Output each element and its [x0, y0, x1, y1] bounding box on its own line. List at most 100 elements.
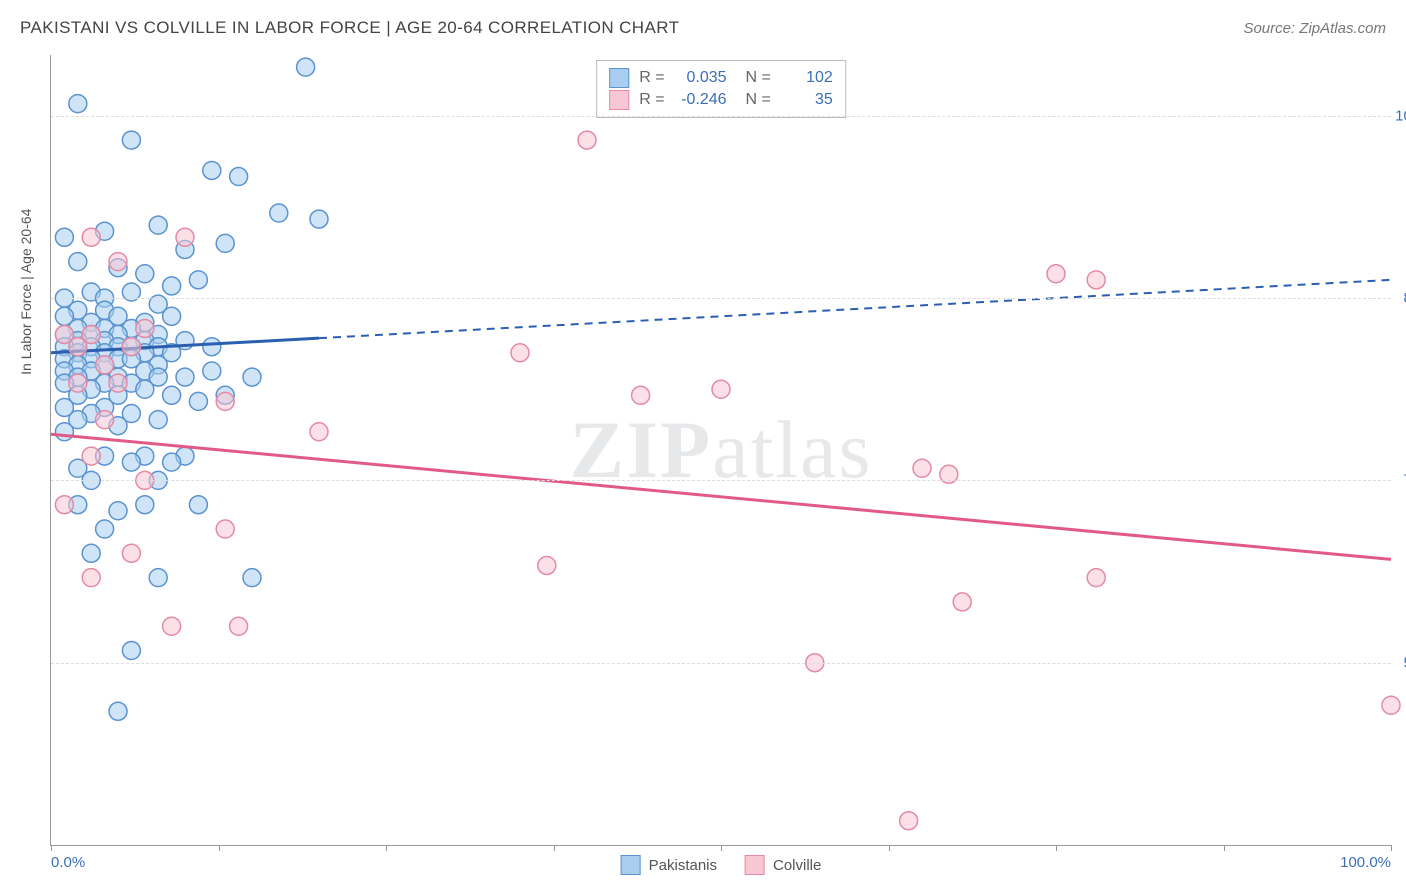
scatter-point — [163, 307, 181, 325]
stat-n-label: N = — [737, 69, 771, 87]
scatter-point — [216, 234, 234, 252]
scatter-point — [203, 362, 221, 380]
scatter-point — [149, 411, 167, 429]
scatter-point — [82, 544, 100, 562]
legend-label: Pakistanis — [649, 857, 717, 874]
scatter-point — [109, 374, 127, 392]
scatter-point — [122, 453, 140, 471]
y-tick-label: 100.0% — [1395, 107, 1406, 124]
x-tick — [554, 845, 555, 851]
scatter-point — [122, 642, 140, 660]
scatter-point — [149, 216, 167, 234]
scatter-point — [109, 702, 127, 720]
scatter-point — [1047, 265, 1065, 283]
stat-n-value: 102 — [781, 69, 833, 87]
x-tick — [721, 845, 722, 851]
x-tick — [889, 845, 890, 851]
x-tick — [219, 845, 220, 851]
scatter-point — [1382, 696, 1400, 714]
gridline — [51, 480, 1391, 481]
scatter-point — [230, 168, 248, 186]
chart-title: PAKISTANI VS COLVILLE IN LABOR FORCE | A… — [20, 18, 679, 38]
series-legend: Pakistanis Colville — [621, 855, 822, 875]
scatter-point — [55, 228, 73, 246]
trend-line — [51, 434, 1391, 559]
scatter-point — [163, 277, 181, 295]
scatter-point — [82, 228, 100, 246]
legend-item: Colville — [745, 855, 821, 875]
scatter-point — [96, 356, 114, 374]
y-axis-title: In Labor Force | Age 20-64 — [18, 209, 34, 375]
scatter-point — [203, 161, 221, 179]
scatter-point — [149, 569, 167, 587]
gridline — [51, 298, 1391, 299]
series-swatch-icon — [745, 855, 765, 875]
series-swatch-icon — [609, 68, 629, 88]
scatter-point — [632, 386, 650, 404]
chart-source: Source: ZipAtlas.com — [1243, 20, 1386, 37]
scatter-point — [203, 338, 221, 356]
stat-r-label: R = — [639, 69, 664, 87]
scatter-point — [176, 368, 194, 386]
scatter-point — [55, 423, 73, 441]
scatter-point — [69, 253, 87, 271]
scatter-point — [122, 131, 140, 149]
series-swatch-icon — [621, 855, 641, 875]
scatter-point — [270, 204, 288, 222]
scatter-point — [96, 411, 114, 429]
scatter-point — [136, 380, 154, 398]
series-swatch-icon — [609, 90, 629, 110]
x-tick — [386, 845, 387, 851]
scatter-point — [953, 593, 971, 611]
scatter-point — [310, 210, 328, 228]
scatter-point — [96, 520, 114, 538]
scatter-point — [82, 569, 100, 587]
scatter-point — [163, 453, 181, 471]
scatter-point — [122, 338, 140, 356]
trend-line-dashed — [319, 280, 1391, 338]
scatter-point — [189, 392, 207, 410]
scatter-point — [243, 368, 261, 386]
scatter-point — [136, 265, 154, 283]
scatter-point — [136, 496, 154, 514]
x-axis-min-label: 0.0% — [51, 854, 85, 871]
x-tick — [1224, 845, 1225, 851]
scatter-point — [163, 617, 181, 635]
legend-row: R = 0.035 N = 102 — [609, 67, 833, 89]
scatter-point — [136, 319, 154, 337]
x-tick — [1056, 845, 1057, 851]
scatter-point — [176, 228, 194, 246]
legend-label: Colville — [773, 857, 821, 874]
scatter-point — [538, 556, 556, 574]
x-tick — [1391, 845, 1392, 851]
scatter-point — [163, 386, 181, 404]
scatter-point — [913, 459, 931, 477]
scatter-point — [1087, 271, 1105, 289]
scatter-point — [109, 253, 127, 271]
legend-row: R = -0.246 N = 35 — [609, 89, 833, 111]
x-tick — [51, 845, 52, 851]
stat-r-label: R = — [639, 91, 664, 109]
legend-item: Pakistanis — [621, 855, 717, 875]
scatter-point — [900, 812, 918, 830]
stat-n-value: 35 — [781, 91, 833, 109]
scatter-point — [69, 95, 87, 113]
scatter-point — [310, 423, 328, 441]
scatter-point — [109, 502, 127, 520]
scatter-point — [189, 496, 207, 514]
scatter-plot-svg — [51, 55, 1391, 845]
scatter-point — [712, 380, 730, 398]
gridline — [51, 663, 1391, 664]
stat-r-value: -0.246 — [675, 91, 727, 109]
scatter-point — [230, 617, 248, 635]
scatter-point — [216, 520, 234, 538]
scatter-point — [216, 392, 234, 410]
correlation-legend: R = 0.035 N = 102 R = -0.246 N = 35 — [596, 60, 846, 118]
scatter-point — [511, 344, 529, 362]
stat-r-value: 0.035 — [675, 69, 727, 87]
scatter-point — [243, 569, 261, 587]
scatter-point — [82, 447, 100, 465]
scatter-point — [578, 131, 596, 149]
scatter-point — [1087, 569, 1105, 587]
x-axis-max-label: 100.0% — [1340, 854, 1391, 871]
